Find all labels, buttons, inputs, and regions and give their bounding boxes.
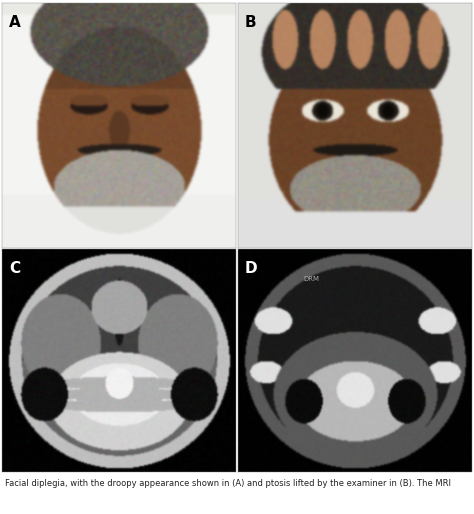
Text: A: A — [9, 15, 21, 30]
Text: C: C — [9, 261, 20, 276]
Text: D: D — [245, 261, 257, 276]
Text: B: B — [245, 15, 256, 30]
Text: Facial diplegia, with the droopy appearance shown in (A) and ptosis lifted by th: Facial diplegia, with the droopy appeara… — [5, 479, 451, 488]
Text: DRM: DRM — [303, 276, 319, 282]
